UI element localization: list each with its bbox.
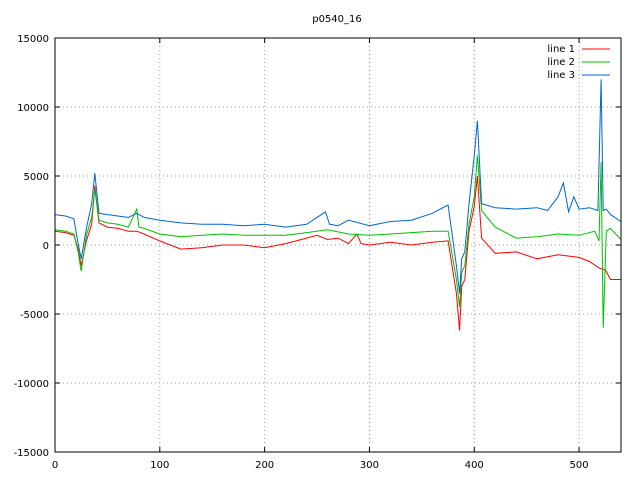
x-tick-label: 500: [570, 460, 589, 471]
series-group: [54, 79, 622, 331]
axis-ticks: 0 100 200 300 400 500 -15000 -10000 -5000 0 5000 10…: [14, 34, 621, 471]
y-tick-label: -10000: [14, 379, 49, 390]
x-tick-label: 100: [150, 460, 169, 471]
series-line-3: [54, 79, 622, 294]
legend-label: line 1: [547, 44, 575, 55]
y-tick-label: 15000: [17, 34, 49, 45]
grid: [55, 38, 621, 452]
legend-label: line 3: [547, 70, 575, 81]
series-line-2: [54, 155, 622, 328]
x-tick-label: 300: [360, 460, 379, 471]
y-tick-label: 5000: [24, 172, 49, 183]
x-tick-label: 400: [465, 460, 484, 471]
x-tick-label: 0: [52, 460, 58, 471]
series-line-1: [54, 175, 621, 331]
legend: line 1 line 2 line 3: [547, 44, 610, 81]
legend-label: line 2: [547, 57, 575, 68]
y-tick-label: 10000: [17, 103, 49, 114]
chart-title: p0540_16: [312, 14, 362, 25]
x-tick-label: 200: [255, 460, 274, 471]
y-tick-label: -5000: [20, 310, 49, 321]
y-tick-label: 0: [43, 241, 49, 252]
y-tick-label: -15000: [14, 448, 49, 459]
